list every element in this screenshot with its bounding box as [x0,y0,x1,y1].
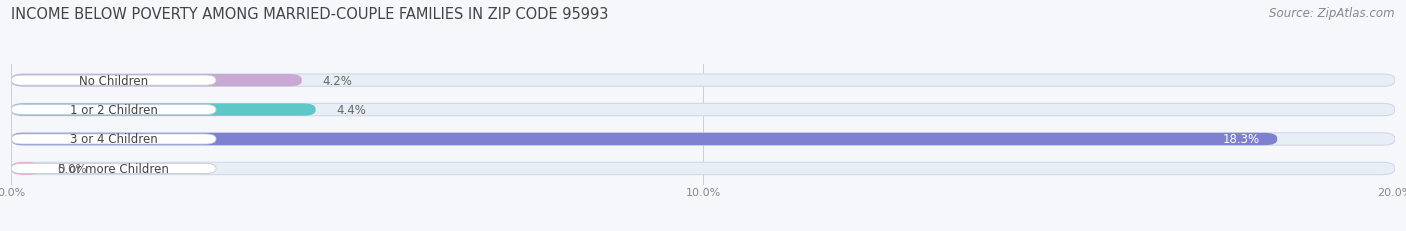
FancyBboxPatch shape [11,76,217,86]
Text: 4.4%: 4.4% [336,104,366,117]
FancyBboxPatch shape [11,133,1395,146]
Text: 4.2%: 4.2% [322,74,353,87]
Text: Source: ZipAtlas.com: Source: ZipAtlas.com [1270,7,1395,20]
FancyBboxPatch shape [11,164,217,174]
FancyBboxPatch shape [11,105,217,115]
Text: INCOME BELOW POVERTY AMONG MARRIED-COUPLE FAMILIES IN ZIP CODE 95993: INCOME BELOW POVERTY AMONG MARRIED-COUPL… [11,7,609,22]
Text: 0.0%: 0.0% [58,162,87,175]
FancyBboxPatch shape [11,163,41,175]
Text: 3 or 4 Children: 3 or 4 Children [70,133,157,146]
Text: 18.3%: 18.3% [1223,133,1260,146]
FancyBboxPatch shape [11,133,1277,146]
Text: 1 or 2 Children: 1 or 2 Children [70,104,157,117]
Text: No Children: No Children [79,74,148,87]
FancyBboxPatch shape [11,75,302,87]
FancyBboxPatch shape [11,134,217,144]
FancyBboxPatch shape [11,75,1395,87]
FancyBboxPatch shape [11,104,315,116]
Text: 5 or more Children: 5 or more Children [58,162,169,175]
FancyBboxPatch shape [11,104,1395,116]
FancyBboxPatch shape [11,163,1395,175]
